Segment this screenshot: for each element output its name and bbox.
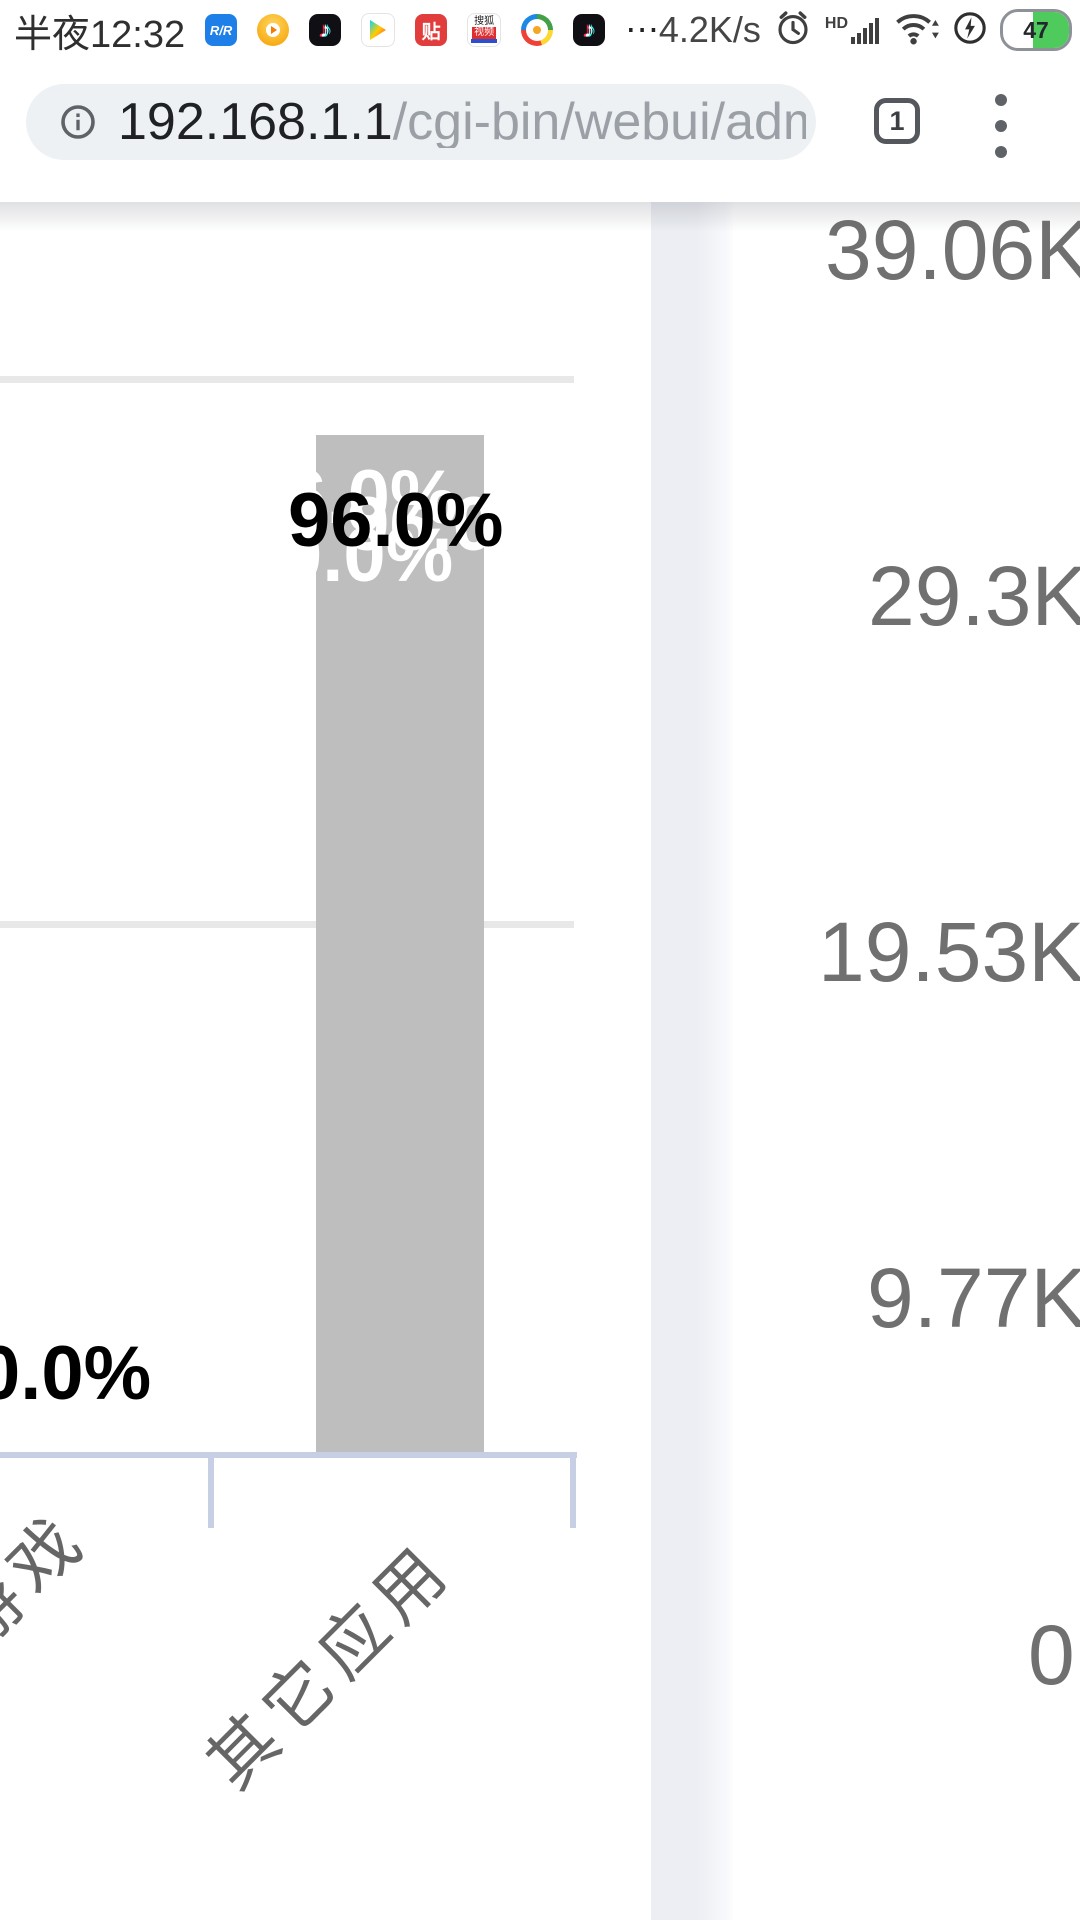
news-browser-notification-icon [521,14,554,46]
ghost-data-label: 96.0% [242,455,458,540]
toolbar-shadow [0,202,1080,232]
status-left-cluster: 半夜12:32 R/R ♪ 贴 搜狐 视频 [14,0,661,60]
zero-value-label: 0.0% [0,1331,152,1416]
sohu-video-notification-icon: 搜狐 视频 [467,13,502,47]
google-play-notification-icon [361,13,396,47]
tieba-notification-icon: 贴 [415,14,448,46]
x-axis-line [0,1452,577,1458]
cat-video-notification-icon [257,14,290,46]
url-host: 192.168.1.1 [118,96,393,148]
url-text[interactable]: 192.168.1.1/cgi-bin/webui/admin [118,96,806,148]
hd-signal-icon: HD [825,15,881,45]
speed-axis-label: 0KB [1028,1608,1080,1702]
ghost-data-label: 0.0% [280,513,454,598]
speed-axis-label: 29.3KB [868,549,1080,643]
battery-fill [1032,12,1069,48]
gridline-50pct [0,921,574,928]
speed-axis-label: 19.53KB [818,905,1080,999]
traffic-bar-other-apps [316,435,484,1452]
tab-switcher-button[interactable]: 1 [874,98,920,144]
ghost-data-label: 96.0% [347,482,563,567]
status-bar: 半夜12:32 R/R ♪ 贴 搜狐 视频 [0,0,1080,60]
card-gap [651,202,733,1920]
speed-axis-label: 39.06KB [825,203,1080,297]
gridline-100pct [0,376,574,383]
rr-video-notification-icon: R/R [205,14,238,46]
tiktok-notification-icon: ♪ [309,14,342,46]
x-axis-tick [570,1452,576,1528]
url-bar[interactable]: 192.168.1.1/cgi-bin/webui/admin [26,84,816,160]
more-notifications-icon: ⋯ [625,11,662,49]
speed-chart-card [733,202,1080,1920]
menu-kebab-icon[interactable] [994,94,1008,166]
power-save-bolt-icon [953,11,987,50]
page-info-icon[interactable] [60,104,96,140]
battery-indicator: 47 [1000,9,1072,51]
status-right-cluster: 4.2K/s HD [659,0,1072,60]
network-speed-text: 4.2K/s [658,9,761,50]
url-path: /cgi-bin/webui/admin [392,96,806,148]
browser-toolbar: 192.168.1.1/cgi-bin/webui/admin 1 [0,60,1080,202]
hd-badge: HD [824,15,848,32]
wifi-icon [894,9,940,52]
x-axis-tick [208,1452,214,1528]
battery-percent-text: 47 [1023,16,1049,43]
bar-value-label: 96.0% [288,478,504,563]
clock-text: 半夜12:32 [14,13,186,56]
tiktok-notification-icon: ♪ [573,14,606,46]
speed-axis-label: 9.77KB [867,1251,1080,1345]
tab-count: 1 [889,105,905,136]
alarm-icon [774,9,812,52]
